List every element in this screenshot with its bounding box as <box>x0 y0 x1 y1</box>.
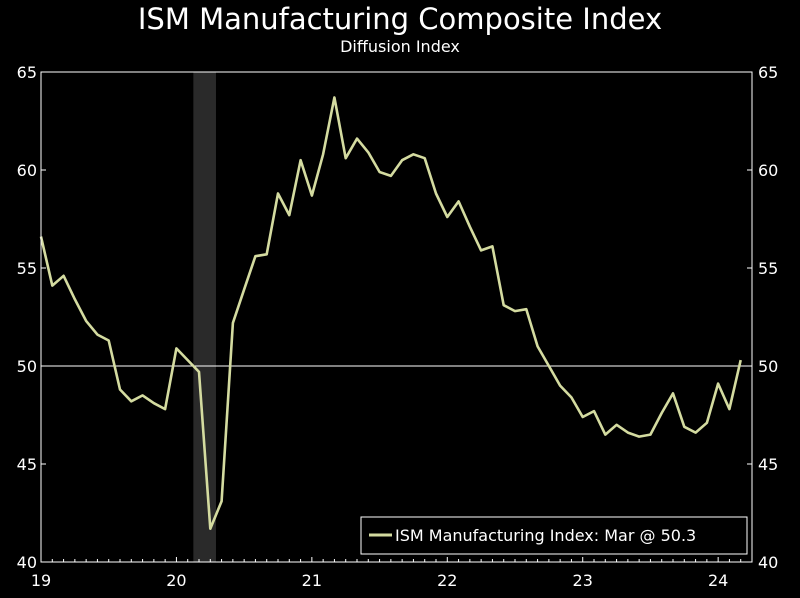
recession-band-layer <box>193 72 216 562</box>
axis-layer <box>40 71 753 563</box>
y-tick-label-left: 50 <box>17 357 37 376</box>
x-tick-label: 24 <box>708 571 728 590</box>
x-tick-label: 21 <box>302 571 322 590</box>
y-tick-label-left: 60 <box>17 161 37 180</box>
chart-title: ISM Manufacturing Composite Index <box>137 2 663 36</box>
y-tick-label-left: 65 <box>17 63 37 82</box>
chart-subtitle: Diffusion Index <box>340 37 460 56</box>
x-tick-label: 19 <box>31 571 51 590</box>
x-tick-label: 22 <box>437 571 457 590</box>
y-tick-label-right: 40 <box>758 553 778 572</box>
y-tick-label-right: 60 <box>758 161 778 180</box>
legend: ISM Manufacturing Index: Mar @ 50.3 <box>360 516 748 555</box>
y-tick-label-right: 45 <box>758 455 778 474</box>
plot-frame <box>40 71 753 563</box>
recession-band <box>193 72 216 562</box>
y-tick-label-left: 45 <box>17 455 37 474</box>
x-tick-label: 23 <box>573 571 593 590</box>
legend-box <box>360 516 748 555</box>
y-tick-label-right: 55 <box>758 259 778 278</box>
x-tick-label: 20 <box>166 571 186 590</box>
tick-layer: 40 40 45 45 50 50 55 55 60 60 65 65 19 20 21 22 23 24 <box>17 63 779 590</box>
y-tick-label-right: 50 <box>758 357 778 376</box>
series-layer <box>39 96 742 531</box>
legend-label: ISM Manufacturing Index: Mar @ 50.3 <box>395 526 696 545</box>
y-tick-label-left: 40 <box>17 553 37 572</box>
series-line-0 <box>39 96 742 531</box>
y-tick-label-right: 65 <box>758 63 778 82</box>
y-tick-label-left: 55 <box>17 259 37 278</box>
